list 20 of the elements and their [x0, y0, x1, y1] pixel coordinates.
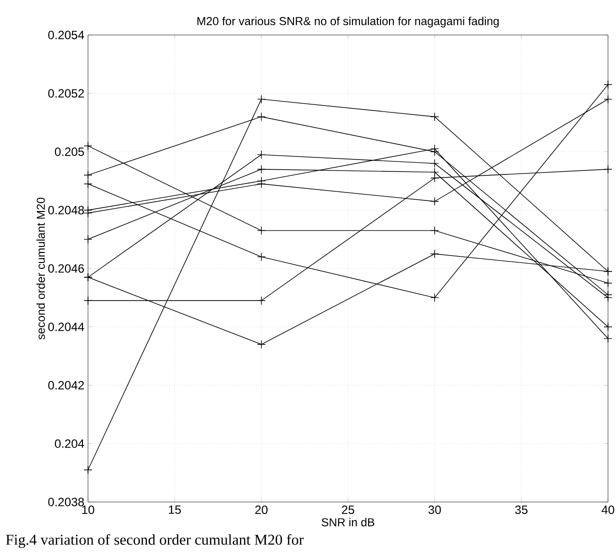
- y-tick-label: 0.205: [54, 148, 84, 156]
- x-axis-title: SNR in dB: [322, 518, 374, 526]
- x-tick-label: 15: [168, 506, 181, 514]
- y-tick-label: 0.2048: [48, 206, 84, 214]
- caption: Fig.4 variation of second order cumulant M20 for: [6, 534, 304, 548]
- x-tick-label: 30: [428, 506, 441, 514]
- y-tick-label: 0.2042: [48, 381, 84, 390]
- chart-title: M20 for various SNR& no of simulation for nagagami fading: [197, 16, 499, 28]
- x-tick-label: 20: [255, 506, 268, 514]
- x-tick-label: 35: [515, 506, 528, 514]
- y-tick-label: 0.2046: [48, 264, 84, 273]
- x-tick-label: 25: [342, 506, 354, 514]
- y-tick-label: 0.2052: [48, 89, 84, 98]
- x-tick-label: 10: [82, 506, 94, 514]
- y-axis-title: second order cumulant M20: [36, 198, 45, 340]
- y-tick-label: 0.204: [54, 439, 84, 448]
- y-tick-label: 0.2054: [48, 30, 84, 40]
- y-tick-label: 0.2044: [48, 322, 84, 332]
- y-tick-label: 0.2038: [48, 498, 84, 506]
- x-tick-label: 40: [602, 506, 614, 514]
